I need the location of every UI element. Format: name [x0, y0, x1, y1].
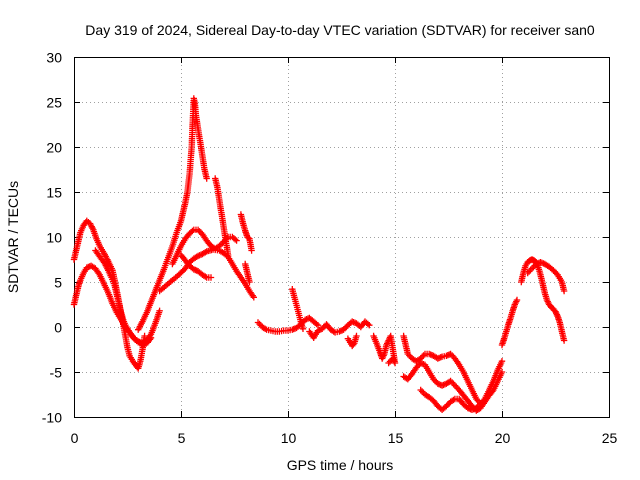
data-point	[513, 296, 521, 304]
series-T	[518, 256, 568, 344]
marker-layer	[70, 95, 568, 414]
grid-layer	[74, 57, 609, 417]
data-point	[418, 388, 426, 395]
data-point	[232, 236, 239, 243]
series-I	[237, 211, 255, 254]
data-point	[498, 368, 506, 376]
x-axis-label: GPS time / hours	[287, 457, 394, 473]
data-point	[202, 273, 209, 280]
y-tick-label: 0	[54, 320, 62, 336]
y-tick-label: -10	[42, 410, 62, 426]
data-point	[207, 274, 215, 281]
data-point	[385, 359, 392, 367]
data-point	[250, 294, 257, 301]
x-tick-label: 20	[495, 430, 511, 446]
data-point	[224, 251, 232, 259]
series-O	[370, 332, 399, 367]
series-J	[242, 260, 253, 286]
y-tick-label: -5	[50, 365, 63, 381]
data-point	[262, 325, 269, 332]
data-point	[560, 337, 568, 344]
data-point	[233, 237, 240, 244]
data-point	[189, 227, 196, 235]
data-point	[246, 278, 253, 286]
series-D	[135, 95, 210, 333]
series-E	[156, 246, 257, 301]
series-L	[289, 286, 307, 332]
series-C	[92, 247, 155, 349]
y-tick-label: 15	[46, 185, 62, 201]
data-point	[353, 332, 360, 340]
x-tick-label: 25	[602, 430, 618, 446]
y-tick-label: 5	[54, 275, 62, 291]
y-axis-label: SDTVAR / TECUs	[5, 181, 21, 293]
y-tick-label: 20	[46, 140, 62, 156]
data-point	[245, 234, 252, 242]
tick-layer: 0 5 10 15 20 25 -10 -5 0 5 10 15 20 25 30	[42, 50, 618, 447]
data-point	[314, 322, 322, 329]
y-tick-label: 25	[46, 95, 62, 111]
data-point	[299, 325, 307, 332]
data-point	[203, 175, 210, 182]
data-point	[202, 249, 209, 256]
x-tick-label: 10	[281, 430, 297, 446]
data-point	[196, 228, 203, 235]
data-point	[147, 334, 155, 341]
y-tick-label: 30	[46, 50, 62, 66]
series-H	[212, 175, 232, 259]
series-M	[306, 318, 373, 341]
data-point	[560, 287, 568, 295]
x-tick-label: 5	[178, 430, 186, 446]
series-U	[524, 259, 568, 295]
series-R	[417, 386, 484, 413]
series-F	[169, 226, 240, 268]
data-point	[450, 396, 457, 404]
series-G	[177, 251, 215, 281]
data-point	[364, 320, 372, 328]
data-point	[141, 332, 148, 340]
data-point	[366, 322, 373, 329]
chart-title: Day 319 of 2024, Sidereal Day-to-day VTE…	[85, 22, 595, 38]
data-point	[498, 358, 506, 365]
y-tick-label: 10	[46, 230, 62, 246]
series-S	[498, 296, 521, 349]
data-point	[156, 307, 163, 314]
x-tick-label: 0	[71, 430, 79, 446]
series-N	[344, 332, 360, 350]
data-point	[248, 247, 255, 254]
x-tick-label: 15	[388, 430, 404, 446]
data-point	[477, 400, 484, 407]
data-point	[254, 319, 262, 326]
